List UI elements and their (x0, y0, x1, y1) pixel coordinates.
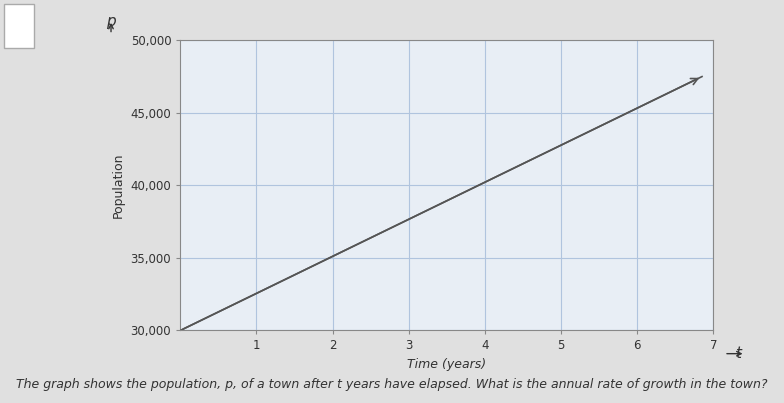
X-axis label: Time (years): Time (years) (408, 358, 486, 371)
Text: t: t (735, 346, 741, 361)
Text: The graph shows the population, p, of a town after t years have elapsed. What is: The graph shows the population, p, of a … (16, 378, 768, 391)
FancyBboxPatch shape (4, 4, 34, 48)
Text: p: p (106, 14, 116, 29)
Y-axis label: Population: Population (112, 153, 125, 218)
Text: 9: 9 (14, 19, 24, 33)
